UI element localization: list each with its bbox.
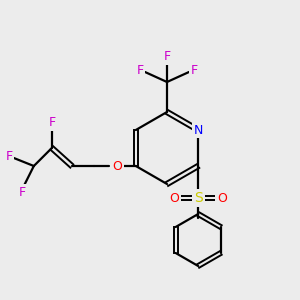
Text: O: O [169,191,179,205]
Text: O: O [217,191,227,205]
Text: F: F [190,64,198,76]
Text: F: F [48,116,56,130]
Text: F: F [18,185,26,199]
Text: F: F [164,50,171,64]
Text: O: O [112,160,122,172]
Text: F: F [5,149,12,163]
Text: F: F [136,64,144,76]
Text: S: S [194,191,203,205]
Text: N: N [194,124,203,136]
